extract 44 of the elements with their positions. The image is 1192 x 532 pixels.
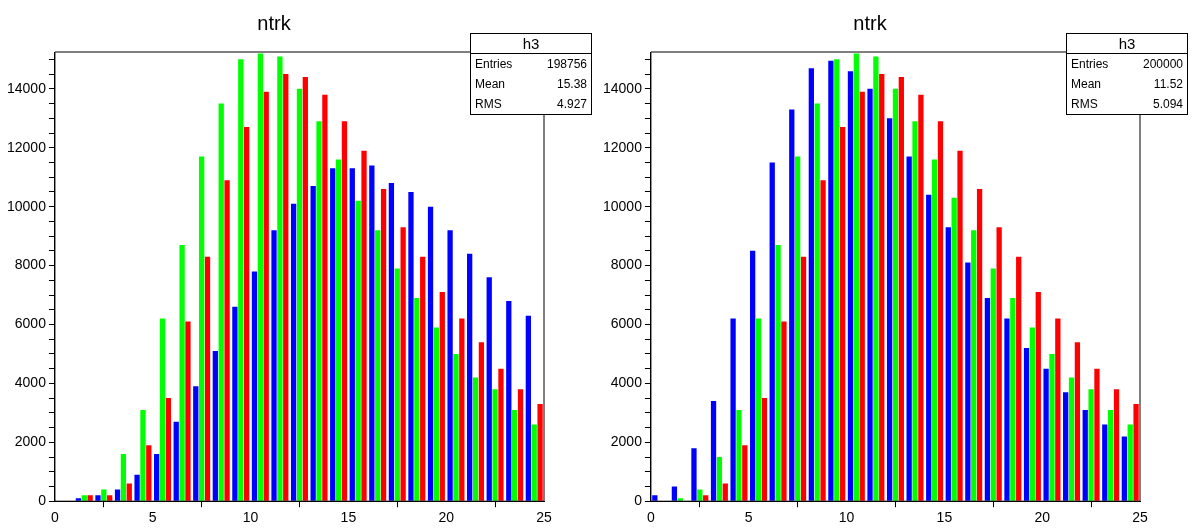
- text: 200000: [1142, 57, 1183, 71]
- y-tick-label: 0: [634, 492, 643, 509]
- annotation: h3: [1067, 34, 1187, 54]
- y-tick-label: 12000: [6, 138, 47, 155]
- annotation: Entries: [475, 57, 513, 71]
- y-tick-label: 10000: [602, 197, 643, 214]
- y-tick-label: 14000: [6, 79, 47, 96]
- chart-title: ntrk: [257, 11, 292, 34]
- y-tick-label: 2000: [14, 433, 47, 450]
- y-tick-label: 2000: [610, 433, 643, 450]
- y-tick-label: 8000: [610, 256, 643, 273]
- y-tick-label: 8000: [14, 256, 47, 273]
- y-tick-label: 6000: [14, 315, 47, 332]
- annotation: h3: [471, 34, 591, 54]
- x-tick-label: 20: [1034, 509, 1051, 526]
- x-tick-label: 15: [340, 509, 357, 526]
- text: 15.38: [556, 77, 587, 91]
- y-tick-label: 14000: [602, 79, 643, 96]
- annotation: Mean: [1071, 77, 1102, 91]
- annotation: Entries: [1071, 57, 1109, 71]
- y-tick-label: 4000: [610, 374, 643, 391]
- x-tick-label: 5: [148, 509, 157, 526]
- y-tick-label: 12000: [602, 138, 643, 155]
- text: 11.52: [1153, 77, 1183, 91]
- y-tick-label: 0: [38, 492, 47, 509]
- x-tick-label: 20: [438, 509, 455, 526]
- y-tick-label: 6000: [610, 315, 643, 332]
- x-tick-label: 0: [647, 509, 656, 526]
- annotation: RMS: [475, 97, 502, 111]
- text: 198756: [546, 57, 587, 71]
- x-tick-label: 10: [838, 509, 855, 526]
- x-tick-label: 25: [536, 509, 552, 526]
- x-tick-label: 25: [1132, 509, 1148, 526]
- y-tick-label: 4000: [14, 374, 47, 391]
- x-tick-label: 15: [936, 509, 953, 526]
- y-tick-label: 10000: [6, 197, 47, 214]
- x-tick-label: 0: [51, 509, 60, 526]
- annotation: Mean: [475, 77, 506, 91]
- x-tick-label: 5: [744, 509, 753, 526]
- text: 4.927: [556, 97, 587, 111]
- text: 5.094: [1152, 97, 1183, 111]
- x-tick-label: 10: [242, 509, 259, 526]
- annotation: RMS: [1071, 97, 1098, 111]
- chart-title: ntrk: [853, 11, 888, 34]
